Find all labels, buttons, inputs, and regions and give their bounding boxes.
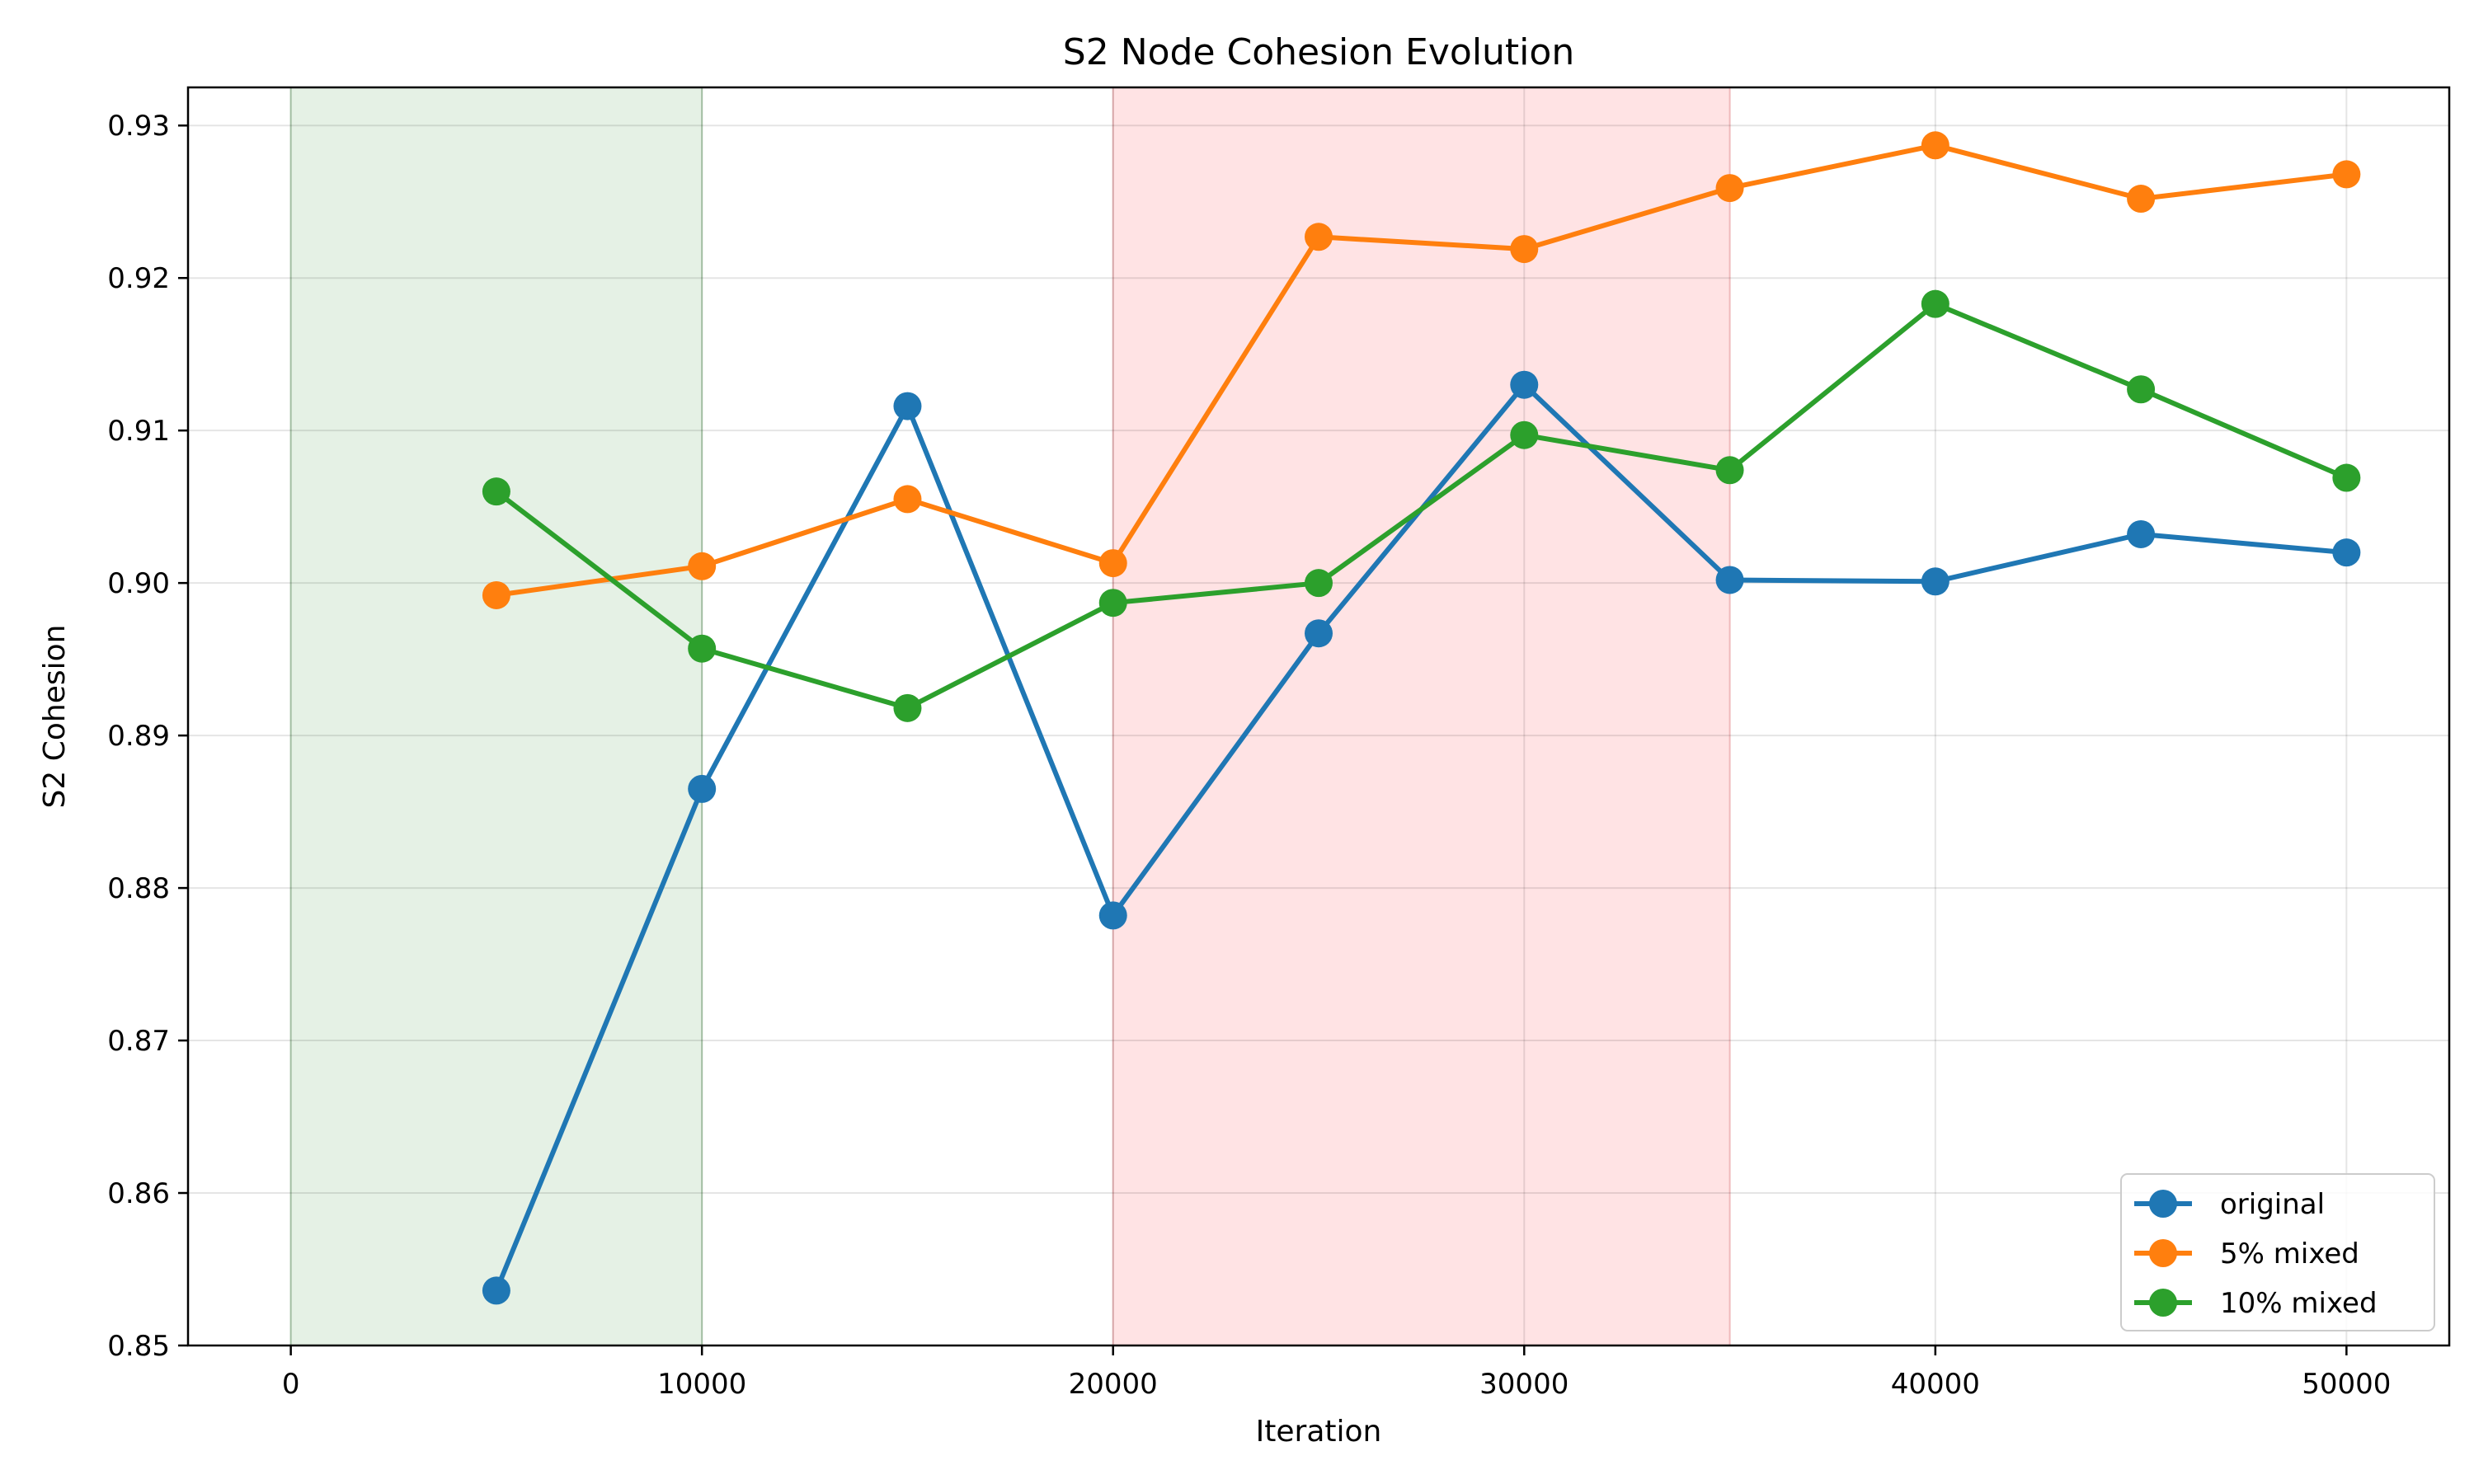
data-point	[2332, 160, 2361, 189]
y-tick-label: 0.92	[107, 262, 170, 295]
series-line	[496, 143, 2347, 598]
plot-frame	[186, 86, 2451, 1347]
data-point	[2127, 185, 2156, 214]
x-tick-label: 30000	[1479, 1368, 1569, 1401]
x-tick-label: 20000	[1069, 1368, 1158, 1401]
data-point	[1715, 566, 1744, 594]
shaded-region	[1112, 87, 1730, 1345]
data-point	[1098, 549, 1127, 578]
legend-label: original	[2220, 1188, 2325, 1221]
data-point	[482, 580, 510, 609]
x-axis-label: Iteration	[1256, 1415, 1382, 1449]
x-tick-label: 50000	[2302, 1368, 2391, 1401]
series-lines	[494, 143, 2348, 1292]
y-tick-label: 0.93	[107, 110, 170, 143]
x-tick-label: 0	[282, 1368, 300, 1401]
y-tick-label: 0.86	[107, 1177, 170, 1210]
data-point	[482, 477, 510, 506]
legend: original 5% mixed 10% mixed	[2120, 1173, 2435, 1331]
data-point	[1921, 289, 1950, 318]
data-point	[1098, 901, 1127, 930]
shaded-regions	[289, 87, 1731, 1345]
data-point	[1305, 619, 1333, 648]
y-tick-label: 0.87	[107, 1025, 170, 1058]
data-point	[893, 485, 922, 514]
y-tick-label: 0.89	[107, 720, 170, 753]
data-point	[1921, 567, 1950, 596]
series-line	[495, 301, 2348, 711]
data-point	[1098, 589, 1127, 618]
data-point	[1715, 456, 1744, 485]
data-point	[1305, 569, 1333, 598]
y-tick-label: 0.85	[107, 1330, 170, 1363]
data-point	[2332, 538, 2361, 567]
x-tick-label: 10000	[657, 1368, 746, 1401]
y-tick-label: 0.88	[107, 872, 170, 905]
legend-label: 5% mixed	[2220, 1237, 2359, 1270]
y-axis-label: S2 Cohesion	[38, 625, 72, 809]
chart-title: S2 Node Cohesion Evolution	[1063, 31, 1574, 73]
data-point	[2127, 519, 2156, 548]
data-point	[688, 552, 717, 580]
series-points	[482, 131, 2361, 1305]
y-axis-ticks: 0.85 0.86 0.87 0.88 0.89 0.90 0.91 0.92 0.93	[107, 110, 188, 1363]
y-tick-label: 0.91	[107, 415, 170, 448]
data-point	[1510, 420, 1539, 449]
data-point	[893, 392, 922, 420]
legend-label: 10% mixed	[2220, 1287, 2378, 1320]
data-point	[1305, 223, 1333, 251]
x-axis-ticks: 0 10000 20000 30000 40000 50000	[282, 1345, 2391, 1401]
data-point	[2332, 463, 2361, 492]
data-point	[482, 1276, 510, 1305]
data-point	[1510, 370, 1539, 399]
data-point	[1921, 131, 1950, 160]
data-point	[2127, 375, 2156, 404]
shaded-region	[290, 87, 703, 1345]
data-point	[893, 693, 922, 722]
legend-marker	[2149, 1190, 2177, 1218]
data-point	[688, 634, 717, 663]
legend-marker	[2149, 1239, 2177, 1267]
x-tick-label: 40000	[1891, 1368, 1980, 1401]
data-point	[1510, 235, 1539, 264]
y-tick-label: 0.90	[107, 567, 170, 600]
legend-marker	[2149, 1289, 2177, 1317]
data-point	[688, 774, 717, 803]
data-point	[1715, 174, 1744, 203]
legend-box	[2120, 1173, 2435, 1331]
